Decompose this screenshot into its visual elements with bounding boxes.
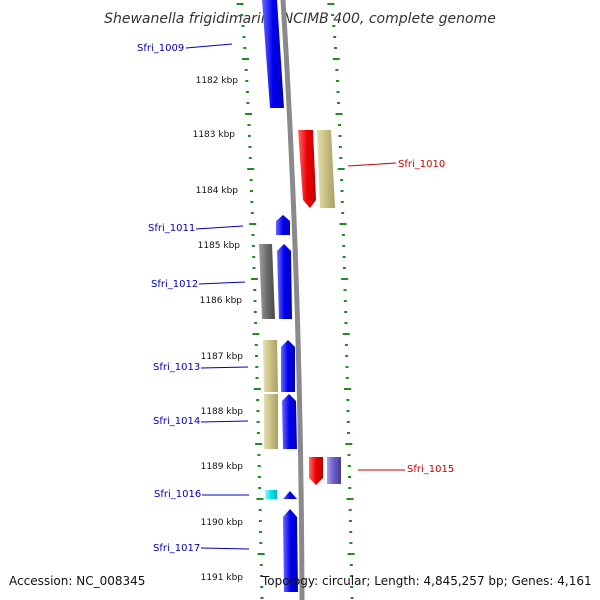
gene-label-sfri-1010[interactable]: Sfri_1010 — [398, 159, 445, 170]
callout-line — [200, 420, 249, 423]
gene-sfri-1012[interactable] — [277, 244, 292, 319]
gene-sfri-1016[interactable] — [283, 491, 297, 499]
accession-text: Accession: NC_008345 — [9, 574, 146, 588]
gene-callouts: Sfri_1009 Sfri_1010 Sfri_1011 Sfri_1012 … — [137, 43, 454, 554]
gene-sfri-1017[interactable] — [283, 509, 298, 592]
gene-label-sfri-1016[interactable]: Sfri_1016 — [154, 489, 201, 500]
scale-label: 1187 kbp — [201, 352, 244, 362]
gene-sfri-1014-khaki[interactable] — [264, 394, 278, 449]
gene-label-sfri-1017[interactable]: Sfri_1017 — [153, 543, 200, 554]
gene-sfri-1012-gray[interactable] — [259, 244, 275, 319]
scale-label: 1189 kbp — [201, 462, 244, 472]
callout-line — [195, 225, 244, 230]
callout-line — [198, 281, 246, 285]
topology-text: Topology: circular; Length: 4,845,257 bp… — [262, 574, 592, 588]
gene-label-sfri-1012[interactable]: Sfri_1012 — [151, 279, 198, 290]
gene-sfri-1010[interactable] — [298, 130, 316, 208]
tick-marks — [236, 3, 355, 599]
gene-label-sfri-1014[interactable]: Sfri_1014 — [153, 416, 200, 427]
gene-label-sfri-1009[interactable]: Sfri_1009 — [137, 43, 184, 54]
callout-line — [200, 366, 249, 369]
gene-sfri-1013[interactable] — [281, 340, 295, 392]
gene-sfri-1015[interactable] — [309, 457, 323, 485]
gene-features — [259, 0, 341, 592]
scale-label: 1191 kbp — [201, 573, 244, 583]
scale-labels: 1182 kbp 1183 kbp 1184 kbp 1185 kbp 1186… — [193, 76, 244, 583]
scale-label: 1182 kbp — [196, 76, 239, 86]
map-title: Shewanella frigidimarina NCIMB 400, comp… — [104, 11, 496, 27]
scale-label: 1190 kbp — [201, 518, 244, 528]
scale-label: 1185 kbp — [198, 241, 241, 251]
callout-line — [347, 162, 397, 167]
gene-sfri-1010-khaki[interactable] — [317, 130, 335, 208]
gene-sfri-1011[interactable] — [276, 215, 290, 235]
gene-sfri-1014[interactable] — [282, 394, 297, 449]
gene-sfri-1009[interactable] — [262, 0, 284, 108]
genome-backbone — [280, 0, 305, 600]
callout-line — [200, 547, 250, 550]
scale-label: 1186 kbp — [200, 296, 243, 306]
scale-label: 1183 kbp — [193, 130, 236, 140]
scale-label: 1188 kbp — [201, 407, 244, 417]
gene-sfri-1016-cyan[interactable] — [265, 490, 277, 499]
gene-label-sfri-1013[interactable]: Sfri_1013 — [153, 362, 200, 373]
gene-sfri-1013-khaki[interactable] — [263, 340, 278, 392]
gene-label-sfri-1011[interactable]: Sfri_1011 — [148, 223, 195, 234]
scale-label: 1184 kbp — [196, 186, 239, 196]
gene-label-sfri-1015[interactable]: Sfri_1015 — [407, 464, 454, 475]
callout-line — [185, 43, 233, 49]
gene-sfri-1015-purple[interactable] — [327, 457, 341, 484]
